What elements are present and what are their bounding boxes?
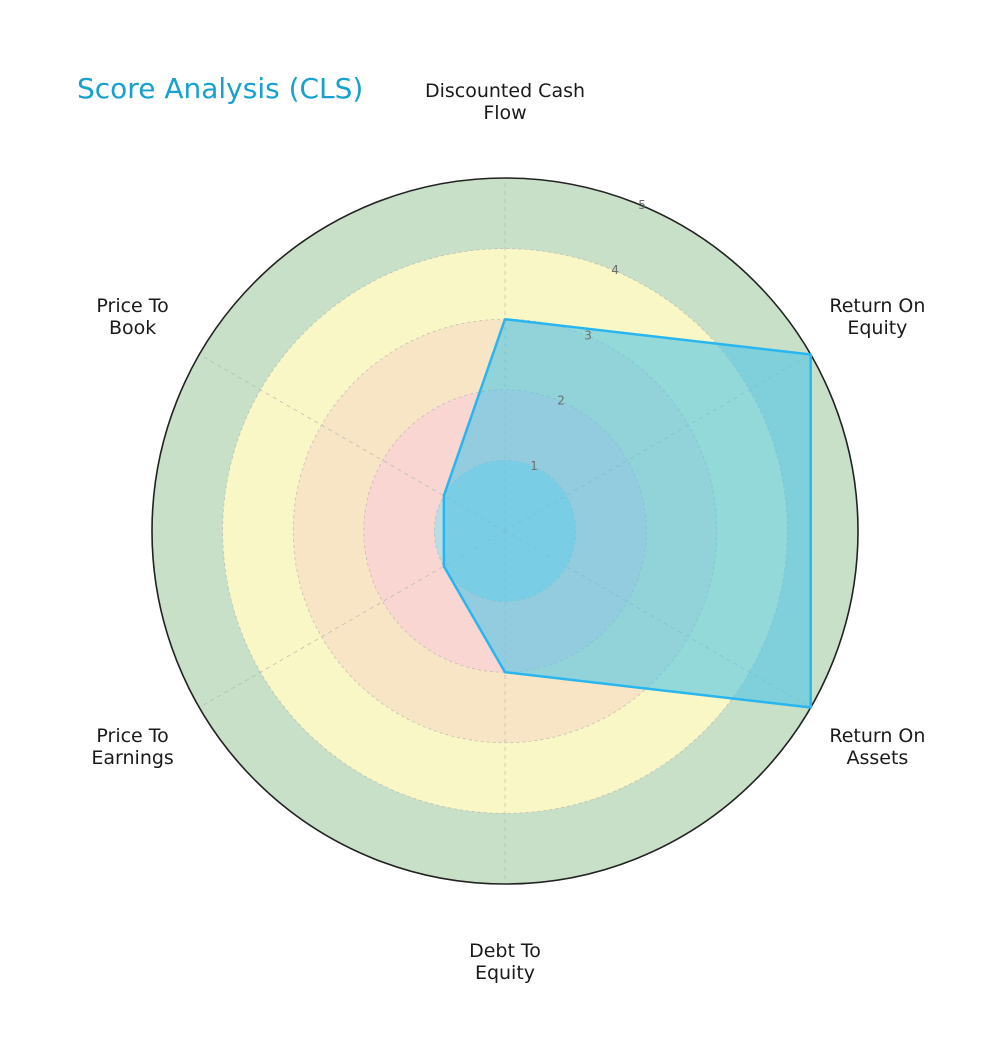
axis-label-line: Return On xyxy=(829,295,925,317)
axis-label-2: Return On Equity xyxy=(829,295,925,339)
axis-label-line: Flow xyxy=(483,102,526,124)
axis-label-line: Price To xyxy=(96,295,168,317)
axis-label-line: Earnings xyxy=(91,747,173,769)
tick-label-2: 2 xyxy=(557,394,565,408)
outer-boundary xyxy=(151,177,859,885)
axis-label-line: Equity xyxy=(475,962,535,984)
tick-label-5: 5 xyxy=(638,198,646,212)
axis-label-6: Price To Book xyxy=(96,295,168,339)
chart-title: Score Analysis (CLS) xyxy=(77,72,363,105)
axis-label-1: Discounted Cash Flow xyxy=(425,80,585,124)
axis-label-5: Price To Earnings xyxy=(91,725,173,769)
axis-label-line: Book xyxy=(109,317,156,339)
axis-label-line: Return On xyxy=(829,725,925,747)
series-area-1 xyxy=(442,317,812,709)
axis-label-4: Debt To Equity xyxy=(469,940,541,984)
axis-label-line: Price To xyxy=(96,725,168,747)
tick-label-4: 4 xyxy=(611,263,619,277)
tick-labels: 1 2 3 4 5 xyxy=(530,198,646,473)
series-layer xyxy=(442,317,812,709)
tick-label-3: 3 xyxy=(584,328,592,342)
axis-label-line: Assets xyxy=(846,747,908,769)
tick-label-1: 1 xyxy=(530,459,538,473)
axis-label-line: Equity xyxy=(847,317,907,339)
axis-label-line: Discounted Cash xyxy=(425,80,585,102)
axis-label-line: Debt To xyxy=(469,940,541,962)
axis-label-3: Return On Assets xyxy=(829,725,925,769)
